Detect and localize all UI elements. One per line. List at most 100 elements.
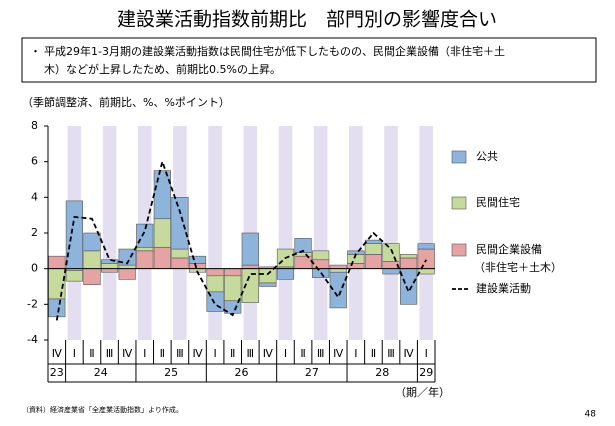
x-tick-label: Ⅰ [354, 347, 357, 360]
bar-segment [294, 252, 312, 257]
title: 建設業活動指数前期比 部門別の影響度合い [117, 9, 497, 31]
total-line [55, 158, 427, 321]
x-tick-label: Ⅱ [160, 347, 165, 360]
x-tick-label: Ⅳ [333, 347, 344, 360]
y-tick-label: 8 [31, 119, 38, 132]
period-band [102, 126, 117, 340]
bar-segment [417, 248, 435, 269]
bar-segment [417, 268, 435, 275]
legend-label: 民間企業設備 [476, 242, 542, 256]
bullet-text: 平成29年1-3月期の建設業活動指数は民間住宅が低下したものの、民間企業設備（非… [44, 44, 505, 58]
y-tick-label: 0 [31, 262, 38, 275]
bar-segment [241, 264, 259, 269]
bar-segment [382, 243, 400, 262]
bar-segment [417, 243, 435, 250]
x-tick-label: Ⅳ [122, 347, 133, 360]
x-tick-label: Ⅰ [425, 347, 428, 360]
bar-segment [188, 255, 207, 264]
legend-label: 公共 [476, 150, 498, 163]
bar-segment [241, 232, 259, 266]
bar-segment [83, 232, 101, 252]
bar-segment [364, 243, 383, 255]
period-band [349, 126, 363, 340]
bar-segment [364, 254, 383, 269]
x-tick-label: Ⅲ [106, 347, 114, 360]
x-tick-label: Ⅱ [230, 347, 235, 360]
bar-segment [294, 255, 312, 269]
bar-segment [206, 275, 224, 293]
bar-segment [118, 268, 136, 280]
legend-swatch [451, 243, 467, 257]
bar-segment [400, 254, 418, 259]
bar-segment [329, 271, 347, 309]
bar-segment [136, 223, 154, 248]
y-tick-label: 4 [31, 190, 38, 203]
bullet-box [21, 37, 597, 83]
y-tick-label: 2 [31, 226, 38, 239]
x-axis-label: （期／年） [395, 385, 450, 399]
legend-note: （非住宅＋土木） [474, 260, 562, 274]
bar-segment [153, 170, 171, 220]
page-number: 48 [585, 410, 597, 420]
bar-segment [224, 268, 242, 277]
period-band [313, 126, 328, 340]
bar-segment [329, 264, 347, 269]
x-tick-label: Ⅰ [73, 347, 76, 360]
period-band [419, 126, 433, 340]
x-tick-label: Ⅱ [300, 347, 305, 360]
bar-segment [118, 264, 136, 269]
y-tick-label: 6 [31, 155, 38, 168]
bar-segment [65, 270, 83, 282]
x-tick-label: Ⅲ [317, 347, 325, 360]
bar-segment [83, 250, 101, 269]
bar-segment [153, 246, 171, 269]
bar-segment [400, 268, 418, 305]
year-label: 26 [235, 366, 249, 379]
bar-segment [48, 298, 66, 318]
unit-label: （季節調整済、前期比、%、%ポイント） [22, 95, 230, 109]
bar-segment [48, 255, 66, 269]
period-band [384, 126, 398, 340]
bullet-text: 木）などが上昇したため、前期比0.5%の上昇。 [44, 62, 281, 76]
y-tick-label: -2 [27, 297, 38, 310]
bar-segment [136, 250, 154, 269]
x-tick-label: Ⅱ [371, 347, 376, 360]
bar-segment [136, 246, 154, 252]
x-tick-label: Ⅰ [213, 347, 216, 360]
x-tick-label: Ⅲ [176, 347, 184, 360]
bar-segment [400, 257, 418, 269]
x-tick-label: Ⅳ [404, 347, 415, 360]
x-tick-label: Ⅱ [89, 347, 94, 360]
year-label: 28 [375, 366, 389, 379]
x-tick-label: Ⅲ [246, 347, 254, 360]
legend-swatch [451, 196, 467, 210]
year-label: 25 [164, 366, 178, 379]
x-tick-label: Ⅳ [52, 347, 63, 360]
bar-segment [312, 259, 330, 269]
bar-segment [347, 263, 365, 269]
bar-segment [83, 268, 101, 286]
year-label: 23 [50, 366, 64, 379]
bar-segment [294, 238, 312, 253]
year-label: 27 [305, 366, 319, 379]
x-tick-label: Ⅳ [192, 347, 203, 360]
legend-swatch [451, 150, 467, 164]
y-tick-label: -4 [27, 333, 38, 346]
bar-segment [329, 268, 347, 273]
bar-segment [224, 275, 242, 302]
year-label: 24 [94, 366, 108, 379]
bar-segment [188, 263, 207, 269]
x-tick-label: Ⅳ [263, 347, 274, 360]
bar-segment [171, 257, 189, 269]
bar-segment [100, 268, 119, 273]
legend-label: 民間住宅 [476, 195, 520, 209]
bar-segment [100, 263, 119, 269]
bar-segment [259, 282, 277, 287]
bar-segment [65, 200, 83, 269]
x-tick-label: Ⅲ [387, 347, 395, 360]
period-band [278, 126, 293, 340]
bar-segment [100, 259, 119, 264]
bar-segment [118, 248, 136, 266]
bar-segment [171, 248, 189, 259]
